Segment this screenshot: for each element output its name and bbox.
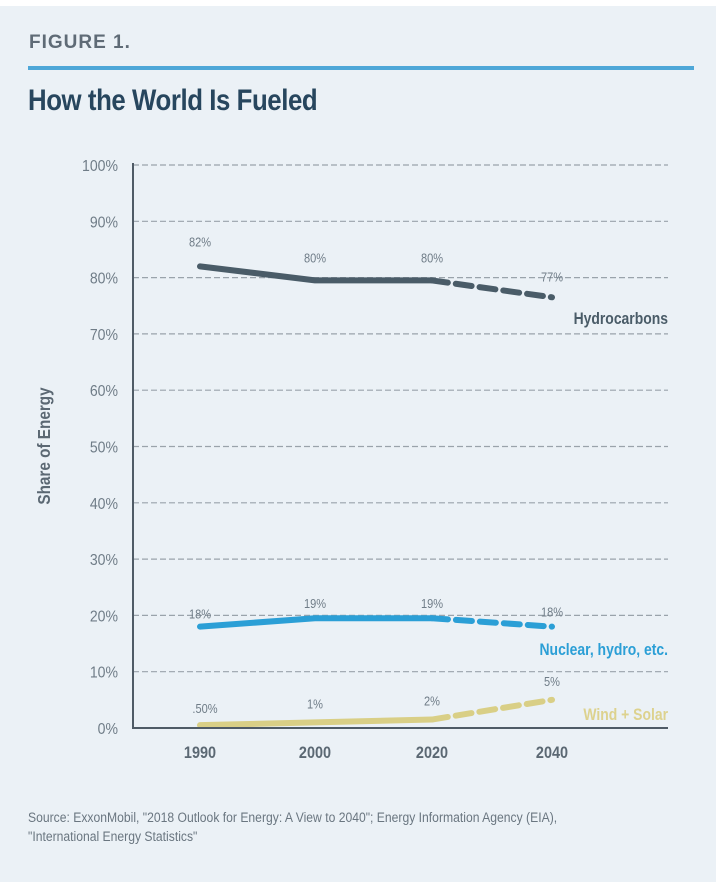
series-line-nuclear: [197, 615, 435, 630]
y-tick-labels: 0% 10% 20% 30% 40% 50% 60% 70% 80% 90% 100%: [82, 157, 118, 738]
figure-label: FIGURE 1.: [29, 32, 131, 53]
title-rule: [28, 66, 694, 70]
series-projection-nuclear: [429, 615, 555, 630]
data-label: 80%: [421, 251, 443, 266]
y-axis-label: Share of Energy: [34, 387, 54, 505]
x-tick-label: 1990: [184, 744, 216, 762]
data-label: 19%: [421, 596, 443, 611]
data-label: 18%: [189, 607, 211, 622]
data-label: 80%: [304, 251, 326, 266]
gridlines: [133, 164, 668, 673]
series-line-hydrocarbons: [197, 263, 435, 284]
series-line-wind_solar: [197, 716, 435, 729]
y-tick-label: 100%: [82, 157, 118, 175]
chart-title: How the World Is Fueled: [28, 84, 318, 117]
source-note: Source: ExxonMobil, "2018 Outlook for En…: [28, 810, 558, 844]
x-tick-labels: 1990 2000 2020 2040: [184, 744, 568, 762]
y-tick-label: 30%: [90, 551, 118, 569]
y-tick-label: 90%: [90, 213, 118, 231]
y-tick-label: 0%: [98, 720, 118, 738]
series-labels: Hydrocarbons Nuclear, hydro, etc. Wind + S…: [540, 310, 668, 725]
data-label: 1%: [307, 697, 323, 712]
data-label: 18%: [541, 605, 563, 620]
series-label-nuclear: Nuclear, hydro, etc.: [540, 641, 668, 660]
y-tick-label: 50%: [90, 439, 118, 457]
data-label: 82%: [189, 234, 211, 249]
data-label: 19%: [304, 596, 326, 611]
data-label: 5%: [544, 674, 560, 689]
series-label-hydrocarbons: Hydrocarbons: [574, 310, 668, 329]
series-projection-wind_solar: [429, 696, 555, 723]
y-tick-label: 60%: [90, 382, 118, 400]
series-projection-hydrocarbons: [429, 277, 555, 301]
series-label-wind_solar: Wind + Solar: [583, 706, 668, 725]
figure-panel: [0, 6, 716, 882]
x-tick-label: 2020: [416, 744, 448, 762]
y-tick-label: 10%: [90, 664, 118, 682]
data-label: 2%: [424, 694, 440, 709]
y-tick-label: 40%: [90, 495, 118, 513]
data-labels: 82% 80% 80% 77% 18% 19% 19% 18% .50% 1% 2% 5%: [189, 234, 563, 716]
data-label: .50%: [192, 701, 217, 716]
y-tick-label: 20%: [90, 608, 118, 626]
y-tick-label: 80%: [90, 270, 118, 288]
x-tick-label: 2000: [299, 744, 331, 762]
y-tick-label: 70%: [90, 326, 118, 344]
x-tick-label: 2040: [536, 744, 568, 762]
data-label: 77%: [541, 269, 563, 284]
series-lines: [197, 263, 555, 729]
